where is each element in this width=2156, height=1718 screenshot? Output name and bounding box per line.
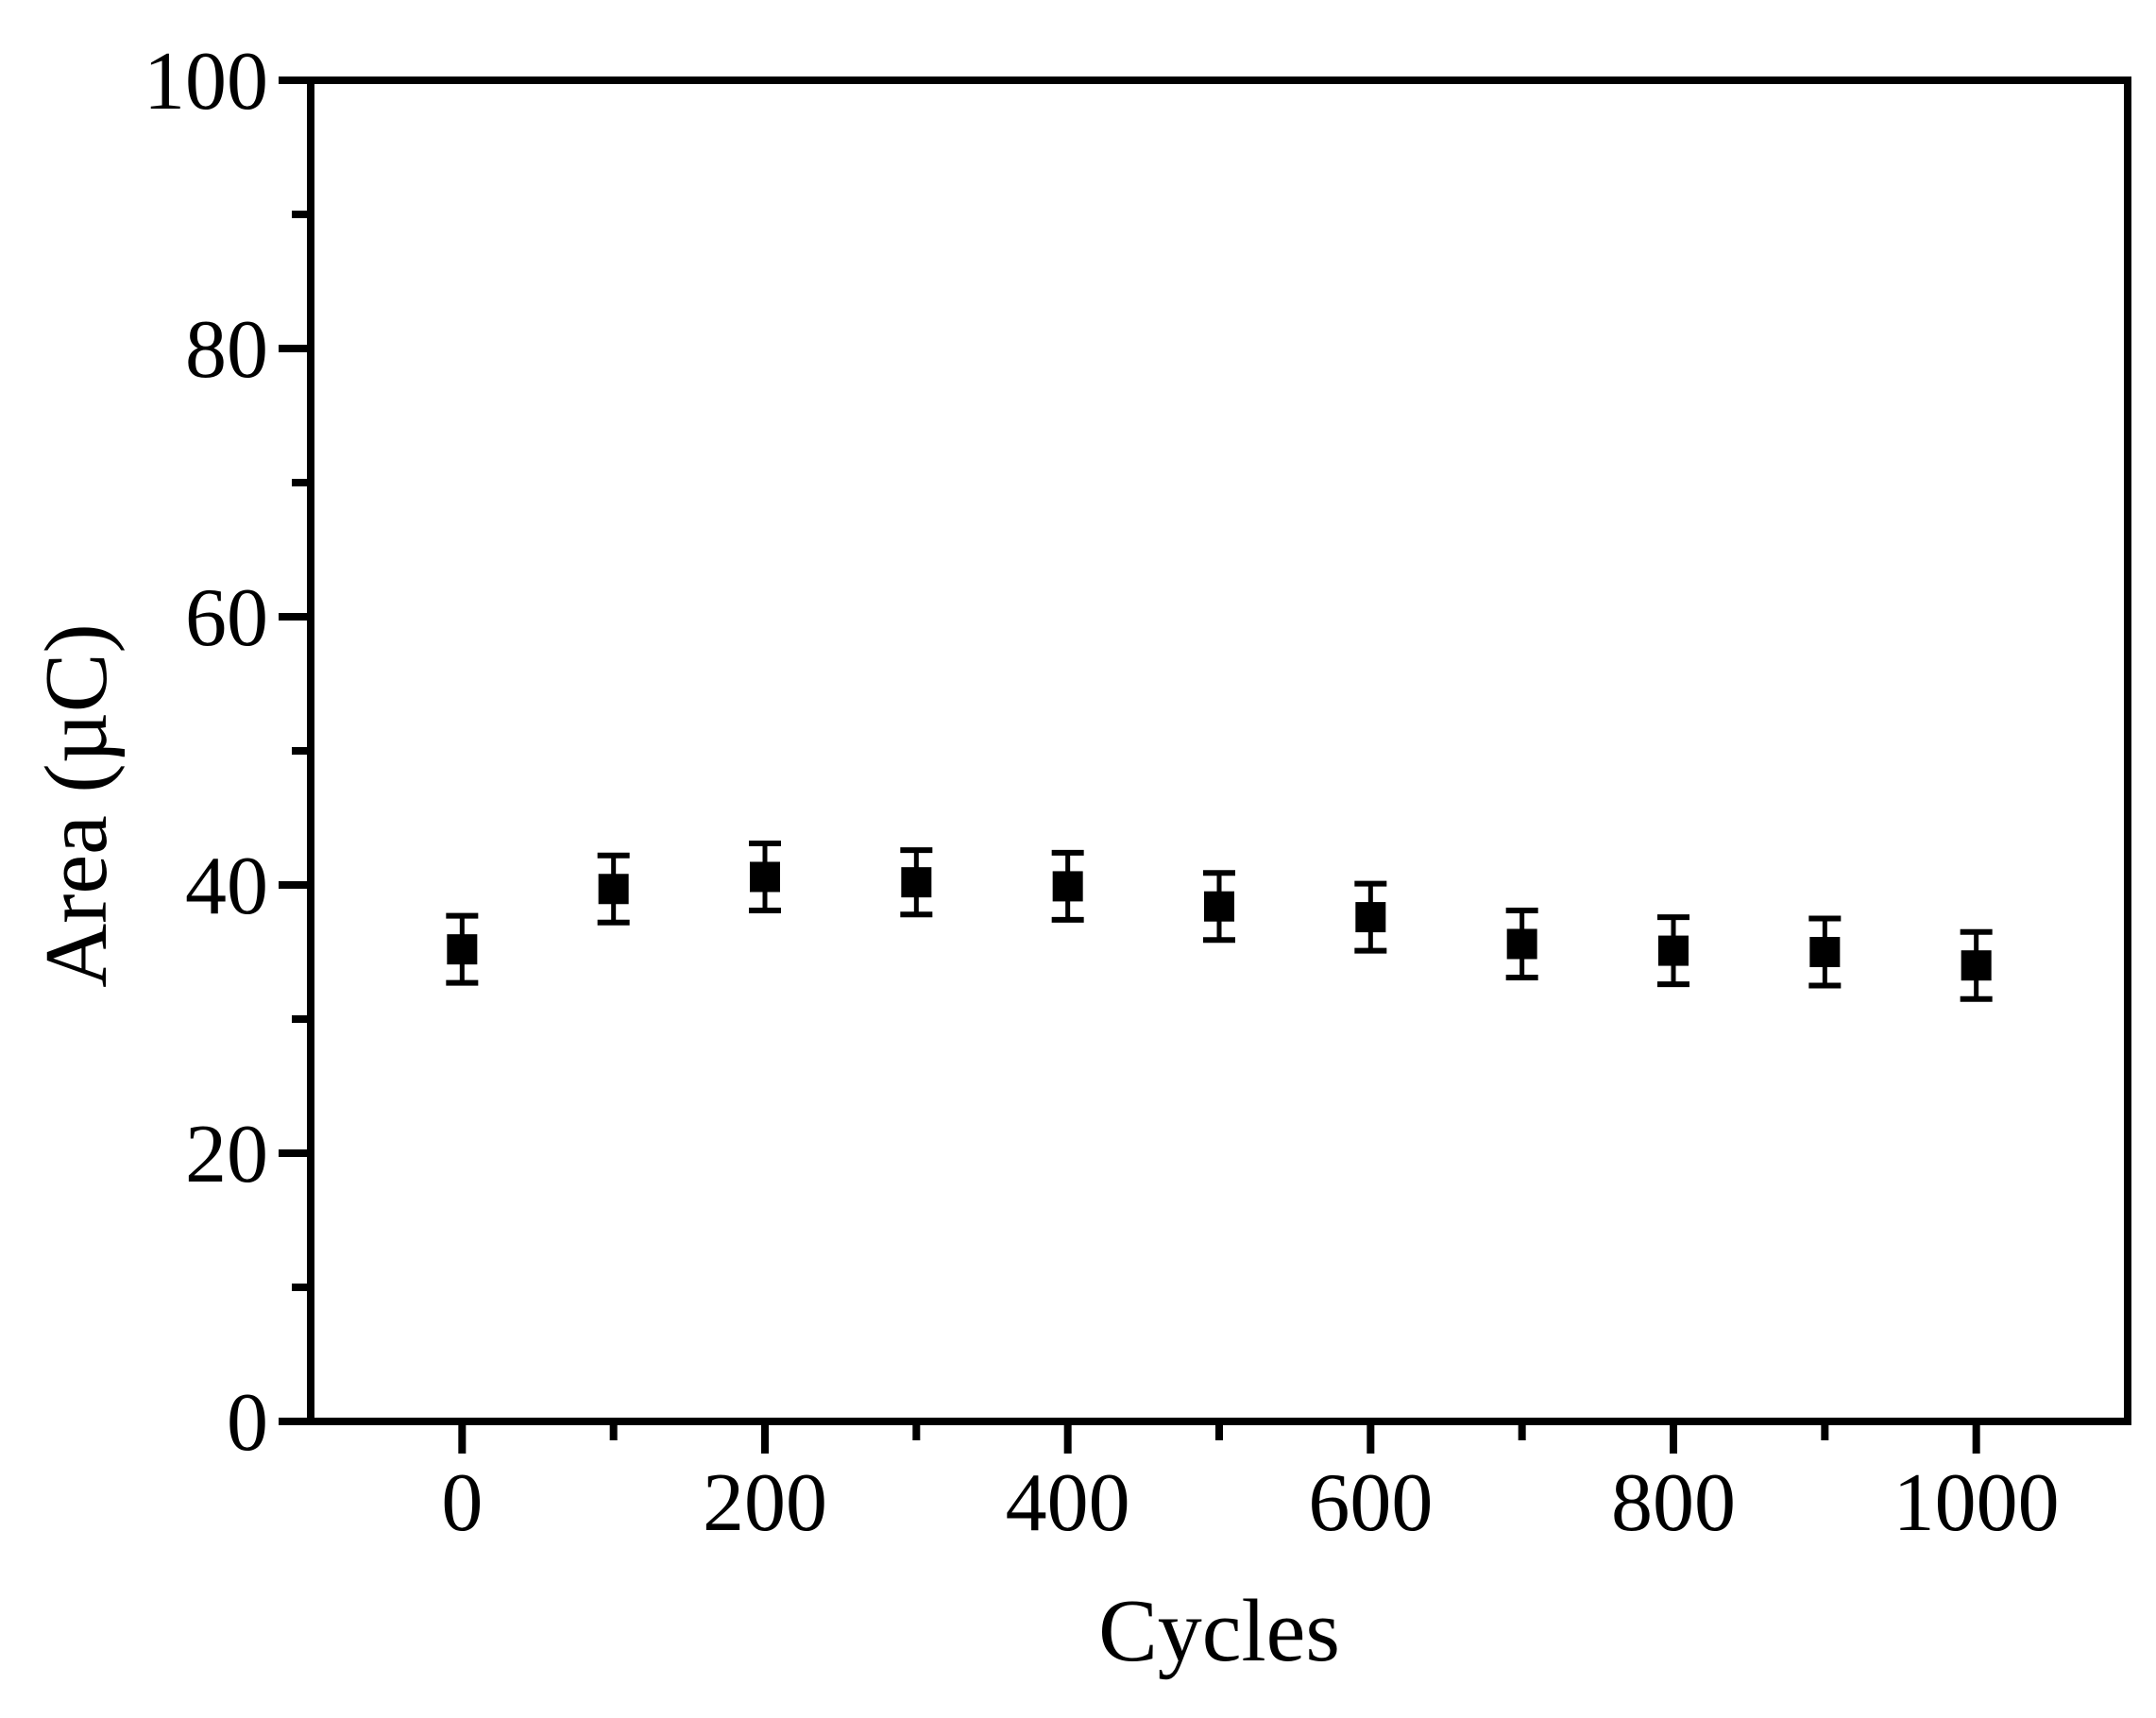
data-point-marker <box>1961 950 1992 981</box>
y-tick-label: 20 <box>185 1109 268 1200</box>
y-tick-label: 60 <box>185 572 268 664</box>
data-point-marker <box>447 934 478 965</box>
x-tick-label: 200 <box>703 1457 827 1549</box>
data-point-marker <box>1658 935 1689 966</box>
y-tick-label: 100 <box>144 36 268 128</box>
plot-frame <box>307 77 2131 1425</box>
x-tick-label: 600 <box>1308 1457 1433 1549</box>
x-axis-title: Cycles <box>1098 1582 1340 1680</box>
y-tick-label: 80 <box>185 304 268 396</box>
data-point-marker <box>598 874 629 905</box>
data-point-marker <box>1809 937 1841 967</box>
x-tick-label: 1000 <box>1893 1457 2060 1549</box>
x-tick-label: 800 <box>1611 1457 1736 1549</box>
data-point-marker <box>901 867 932 898</box>
y-tick-label: 0 <box>227 1377 268 1469</box>
x-tick-label: 0 <box>441 1457 483 1549</box>
y-axis-title: Area (µC) <box>27 623 126 988</box>
data-point-marker <box>1204 891 1234 922</box>
x-tick-label: 400 <box>1006 1457 1130 1549</box>
data-point-marker <box>1506 928 1537 960</box>
data-point-marker <box>1355 902 1386 933</box>
y-tick-label: 40 <box>185 841 268 932</box>
data-point-marker <box>1052 871 1083 902</box>
data-point-marker <box>750 861 780 893</box>
